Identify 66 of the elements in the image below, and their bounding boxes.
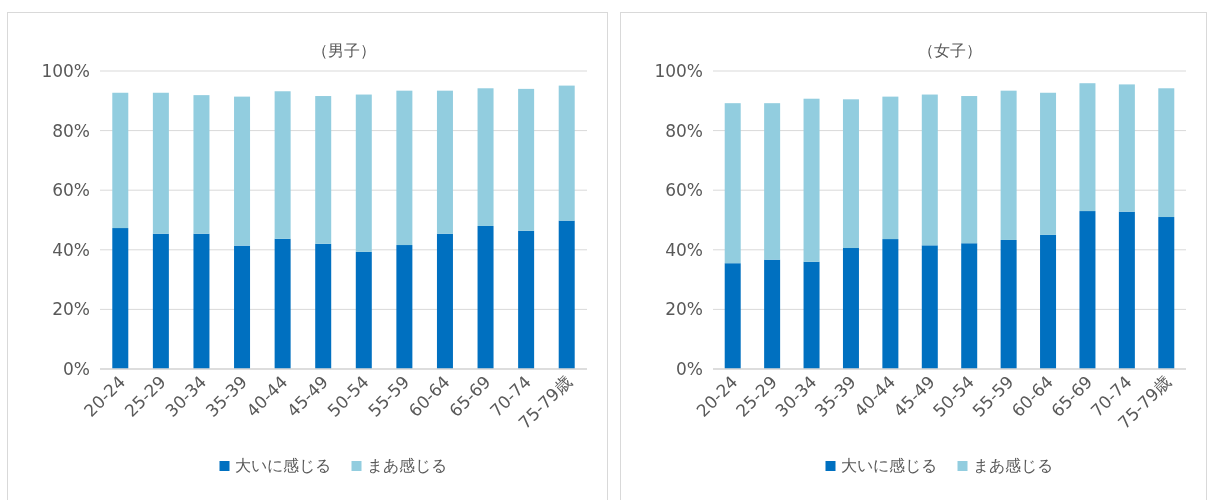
bar — [803, 98, 820, 262]
bar — [1118, 84, 1135, 212]
bar — [315, 96, 332, 244]
bar — [193, 95, 210, 234]
bar — [724, 263, 741, 369]
legend-label: 大いに感じる — [234, 456, 331, 475]
y-tick-label: 40% — [665, 239, 703, 260]
bar — [234, 96, 251, 246]
bar — [193, 233, 210, 369]
y-tick-label: 40% — [52, 239, 90, 260]
bar — [1040, 234, 1057, 369]
bar — [961, 96, 978, 244]
bar — [961, 243, 978, 369]
y-tick-label: 80% — [665, 120, 703, 141]
legend-label: まあ感じる — [972, 456, 1053, 475]
chart-title: （女子） — [917, 41, 982, 60]
y-tick-label: 20% — [52, 299, 90, 320]
bar — [842, 99, 859, 249]
bar — [558, 85, 575, 221]
bar — [882, 96, 899, 240]
bar — [921, 94, 938, 246]
bar — [112, 228, 129, 369]
bar — [1118, 211, 1135, 369]
bar — [882, 239, 899, 369]
bar — [1079, 83, 1096, 212]
y-tick-label: 100% — [654, 61, 703, 81]
bar — [234, 245, 251, 369]
y-tick-label: 60% — [52, 180, 90, 201]
bar — [477, 88, 494, 226]
bar — [518, 88, 535, 231]
bar — [112, 92, 129, 229]
bar — [803, 261, 820, 369]
bar — [558, 220, 575, 369]
bar — [1079, 211, 1096, 369]
bar — [152, 92, 169, 234]
bar — [724, 103, 741, 264]
bar — [315, 243, 332, 369]
bar — [152, 233, 169, 369]
bar — [842, 248, 859, 369]
legend-label: まあ感じる — [366, 456, 447, 475]
bar — [518, 230, 535, 369]
bar — [436, 233, 453, 369]
bar — [274, 238, 291, 369]
bar — [396, 245, 413, 369]
bar — [396, 90, 413, 246]
bar — [436, 90, 453, 234]
bar — [1040, 92, 1057, 235]
bar — [1000, 239, 1017, 369]
y-tick-label: 80% — [52, 120, 90, 141]
bar — [921, 245, 938, 369]
bar — [1000, 90, 1017, 240]
y-tick-label: 0% — [63, 359, 90, 379]
chart-title: （男子） — [311, 41, 376, 60]
bar — [355, 251, 372, 369]
y-tick-label: 20% — [665, 299, 703, 320]
bar — [764, 103, 781, 260]
y-tick-label: 60% — [665, 180, 703, 201]
bar — [477, 225, 494, 369]
y-tick-label: 0% — [676, 359, 703, 379]
bar — [1158, 88, 1175, 218]
bar — [274, 91, 291, 239]
y-tick-label: 100% — [41, 61, 90, 81]
bar — [1158, 217, 1175, 369]
bar — [355, 94, 372, 252]
legend-label: 大いに感じる — [840, 456, 937, 475]
bar — [764, 259, 781, 369]
